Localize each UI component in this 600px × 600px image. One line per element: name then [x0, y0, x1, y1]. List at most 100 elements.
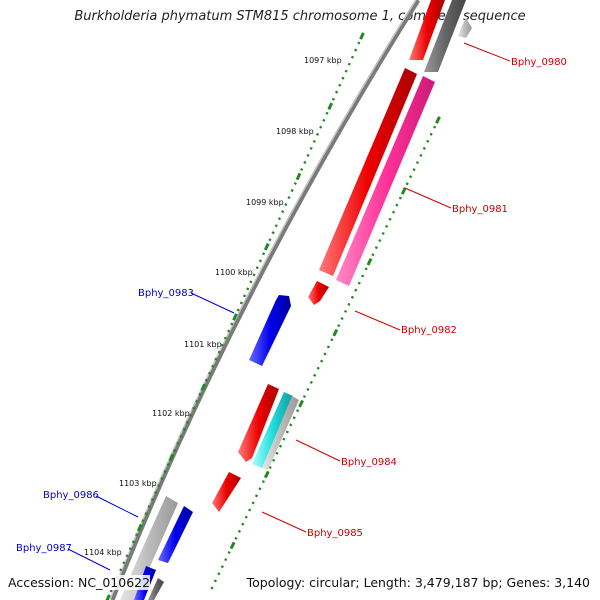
left-track-minor-tick [166, 463, 170, 466]
left-track-minor-tick [312, 139, 316, 143]
right-track-minor-tick [340, 317, 344, 321]
callout-line-bphy-0987 [67, 548, 111, 571]
left-track-minor-tick [293, 182, 297, 185]
right-track-minor-tick [429, 132, 433, 136]
right-track-minor-tick [248, 508, 252, 512]
left-track-minor-tick [125, 554, 129, 558]
gene-label-bphy-0984[interactable]: Bphy_0984 [341, 457, 397, 468]
gene-arrow-bphy-0984-gray[interactable] [262, 396, 299, 470]
left-track-minor-tick [284, 203, 288, 207]
right-track-minor-tick [320, 359, 324, 363]
right-track-minor-tick [261, 480, 265, 484]
left-track-minor-tick [204, 378, 208, 382]
chromosome-backbone [109, 0, 421, 600]
genome-summary-text: Topology: circular; Length: 3,479,187 bp… [246, 575, 590, 590]
left-track-minor-tick [338, 83, 342, 87]
right-track-minor-tick [241, 522, 245, 526]
right-track-minor-tick [296, 409, 300, 413]
right-track-minor-tick [210, 586, 214, 590]
gene-arrow-bphy-0980-gray[interactable] [424, 0, 466, 72]
right-track-minor-tick [258, 487, 262, 491]
tick-track-right [210, 116, 441, 590]
gene-label-bphy-0986[interactable]: Bphy_0986 [43, 490, 99, 501]
accession-text: Accession: NC_010622 [8, 575, 151, 590]
left-track-minor-tick [223, 336, 227, 340]
left-track-minor-tick [357, 41, 361, 45]
gene-arrow-bphy-0985[interactable] [212, 472, 241, 512]
kbp-label: 1097 kbp [304, 56, 342, 65]
left-track-minor-tick [246, 287, 250, 291]
gene-arrow-bphy-0980[interactable] [409, 0, 445, 60]
callout-line-bphy-0981 [404, 187, 452, 209]
right-track-minor-tick [385, 224, 389, 228]
left-track-minor-tick [268, 238, 272, 242]
right-track-minor-tick [306, 387, 310, 391]
right-track-minor-tick [272, 458, 276, 462]
right-track-minor-tick [357, 281, 361, 285]
gene-arrow-bphy-0987-gray[interactable] [148, 578, 164, 600]
left-track-major-tick [136, 523, 143, 532]
left-track-minor-tick [131, 540, 135, 544]
left-track-minor-tick [271, 231, 275, 235]
gene-arrow-bphy-0984-cyan[interactable] [252, 392, 293, 468]
left-track-major-tick [359, 32, 365, 40]
right-track-minor-tick [234, 536, 238, 540]
right-track-minor-tick [344, 309, 348, 313]
gene-label-bphy-0981[interactable]: Bphy_0981 [452, 204, 508, 215]
gene-label-bphy-0980[interactable]: Bphy_0980 [511, 57, 567, 68]
left-track-minor-tick [157, 484, 161, 488]
gene-arrow-bphy-0981-red[interactable] [319, 68, 417, 276]
kbp-label: 1102 kbp [152, 409, 190, 418]
left-track-major-tick [105, 594, 111, 600]
left-track-minor-tick [198, 392, 202, 396]
right-track-major-tick [400, 187, 407, 195]
right-track-minor-tick [350, 295, 354, 299]
tick-track-left [105, 32, 365, 600]
right-track-minor-tick [371, 253, 375, 257]
gene-label-bphy-0982[interactable]: Bphy_0982 [401, 325, 457, 336]
left-track-minor-tick [315, 132, 320, 136]
right-track-minor-tick [237, 529, 241, 533]
right-track-minor-tick [323, 352, 327, 356]
right-track-minor-tick [405, 182, 409, 186]
left-track-minor-tick [122, 561, 126, 565]
gene-arrow-bphy-0982[interactable] [308, 281, 329, 305]
left-track-minor-tick [249, 280, 253, 284]
callout-line-bphy-0983 [190, 292, 235, 314]
gene-arrow-bphy-0981-pink[interactable] [336, 76, 435, 286]
left-track-minor-tick [290, 189, 294, 193]
left-track-minor-tick [192, 406, 196, 410]
left-track-major-tick [232, 313, 238, 321]
right-track-minor-tick [268, 465, 272, 469]
right-track-minor-tick [395, 203, 399, 207]
right-track-minor-tick [433, 125, 437, 129]
left-track-minor-tick [217, 350, 221, 354]
callout-line-bphy-0985 [261, 511, 307, 533]
gene-arrow-bphy-0984-red[interactable] [238, 384, 279, 462]
kbp-label: 1103 kbp [119, 479, 157, 488]
left-track-major-tick [200, 383, 207, 392]
left-track-minor-tick [325, 111, 329, 115]
kbp-label: 1098 kbp [276, 127, 314, 136]
right-track-minor-tick [337, 324, 341, 328]
left-track-minor-tick [239, 301, 243, 305]
left-track-minor-tick [319, 125, 323, 129]
gene-arrow-bphy-0983[interactable] [249, 295, 291, 366]
right-track-minor-tick [282, 437, 286, 441]
right-track-minor-tick [415, 161, 419, 165]
left-track-minor-tick [147, 505, 151, 509]
gene-label-bphy-0987[interactable]: Bphy_0987 [16, 543, 72, 554]
gene-arrow-bphy-0986-blue[interactable] [158, 506, 193, 563]
right-track-minor-tick [422, 146, 426, 150]
gene-label-bphy-0983[interactable]: Bphy_0983 [138, 288, 194, 299]
gene-label-bphy-0985[interactable]: Bphy_0985 [307, 528, 363, 539]
right-track-minor-tick [391, 210, 396, 214]
right-track-minor-tick [378, 239, 382, 243]
left-track-minor-tick [255, 266, 259, 270]
gene-arrow-bphy-0986-gray[interactable] [120, 496, 178, 600]
kbp-label: 1101 kbp [184, 340, 222, 349]
chromosome-backbone-highlight [109, 0, 417, 600]
left-track-major-tick [263, 242, 270, 251]
gene-features [120, 0, 472, 600]
